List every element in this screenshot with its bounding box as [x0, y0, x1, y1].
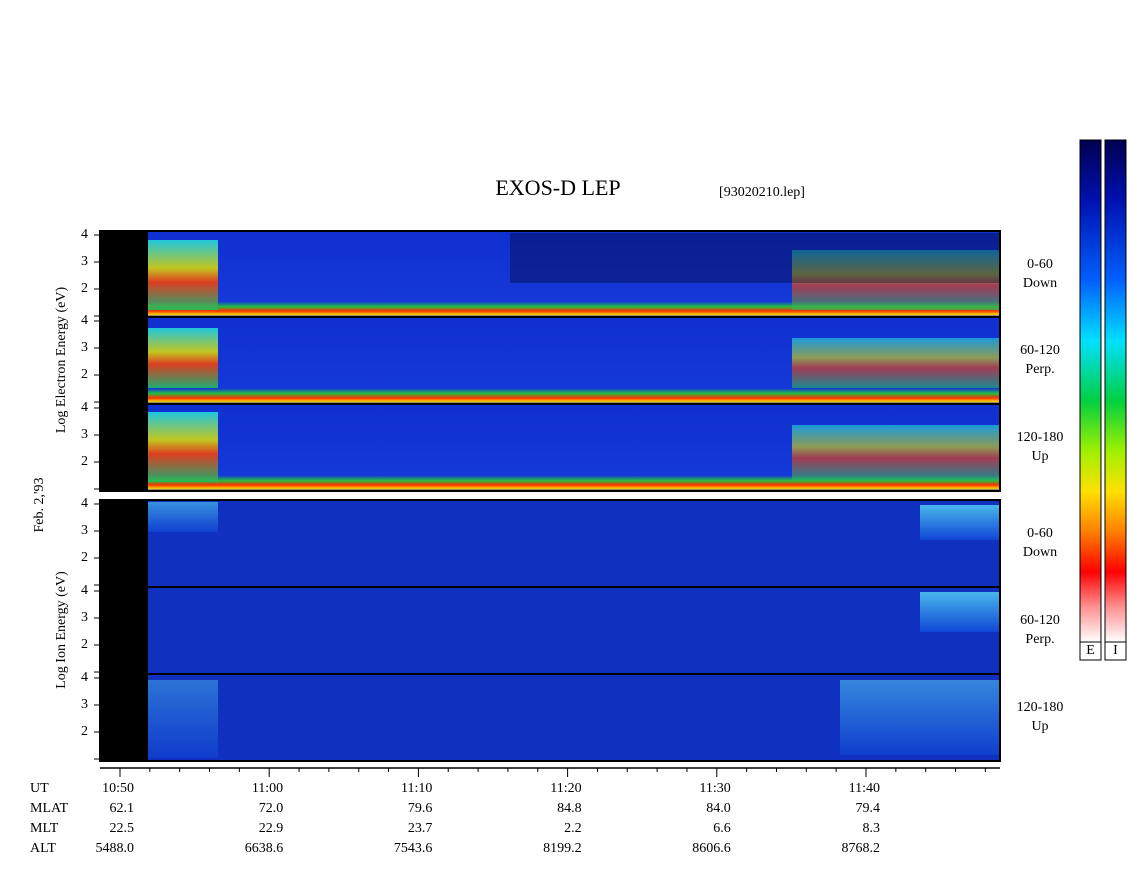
channel-range: 0-60: [1027, 257, 1053, 272]
orbit-row-label: ALT: [30, 841, 56, 856]
energy-tick-label: 4: [81, 400, 88, 415]
date-label: Feb. 2,'93: [32, 477, 47, 532]
energy-tick-label: 3: [81, 254, 88, 269]
orbit-row-label: MLAT: [30, 801, 69, 816]
orbit-row-label: UT: [30, 781, 49, 796]
energy-tick-label: 3: [81, 610, 88, 625]
colorbar-label-box: [1104, 641, 1127, 661]
energy-tick-label: 2: [81, 367, 88, 382]
energy-tick-label: 2: [81, 550, 88, 565]
channel-range: 60-120: [1020, 343, 1060, 358]
orbit-value: 5488.0: [96, 841, 135, 856]
orbit-value: 79.6: [408, 801, 433, 816]
orbit-value: 11:30: [699, 781, 730, 796]
energy-tick-label: 2: [81, 724, 88, 739]
orbit-value: 22.9: [259, 821, 284, 836]
channel-range: 60-120: [1020, 613, 1060, 628]
orbit-row-label: MLT: [30, 821, 59, 836]
channel-direction: Perp.: [1025, 362, 1054, 377]
energy-tick-label: 3: [81, 340, 88, 355]
orbit-value: 23.7: [408, 821, 433, 836]
colorbar-label: I: [1113, 643, 1118, 658]
orbit-value: 79.4: [856, 801, 881, 816]
orbit-value: 62.1: [110, 801, 135, 816]
orbit-value: 8.3: [863, 821, 881, 836]
energy-tick-label: 3: [81, 523, 88, 538]
file-name: [93020210.lep]: [719, 185, 805, 200]
orbit-value: 11:00: [252, 781, 283, 796]
colorbar-label: E: [1086, 643, 1095, 658]
orbit-value: 84.8: [557, 801, 582, 816]
energy-tick-label: 2: [81, 281, 88, 296]
colorbar: [1104, 139, 1127, 643]
orbit-value: 8606.6: [692, 841, 731, 856]
orbit-value: 8199.2: [543, 841, 582, 856]
channel-direction: Down: [1023, 276, 1057, 291]
energy-tick-label: 3: [81, 427, 88, 442]
orbit-value: 6.6: [713, 821, 731, 836]
energy-tick-label: 4: [81, 670, 88, 685]
channel-direction: Perp.: [1025, 632, 1054, 647]
energy-tick-label: 2: [81, 637, 88, 652]
energy-tick-label: 3: [81, 697, 88, 712]
colorbar-label-box: [1079, 641, 1102, 661]
ion-spectrogram: [99, 499, 1001, 762]
energy-tick-label: 4: [81, 583, 88, 598]
energy-tick-label: 4: [81, 227, 88, 242]
energy-tick-label: 4: [81, 496, 88, 511]
channel-range: 0-60: [1027, 526, 1053, 541]
title: EXOS-D LEP: [495, 175, 620, 200]
orbit-value: 7543.6: [394, 841, 433, 856]
orbit-value: 6638.6: [245, 841, 284, 856]
energy-tick-label: 4: [81, 313, 88, 328]
orbit-value: 22.5: [110, 821, 135, 836]
orbit-value: 2.2: [564, 821, 582, 836]
orbit-value: 11:40: [849, 781, 880, 796]
electron-spectrogram: [99, 230, 1001, 492]
orbit-value: 8768.2: [842, 841, 881, 856]
orbit-value: 11:10: [401, 781, 432, 796]
orbit-value: 84.0: [706, 801, 731, 816]
ion-axis-label: Log Ion Energy (eV): [54, 571, 69, 689]
orbit-value: 72.0: [259, 801, 284, 816]
orbit-value: 11:20: [550, 781, 581, 796]
electron-axis-label: Log Electron Energy (eV): [54, 287, 69, 434]
channel-direction: Down: [1023, 545, 1057, 560]
colorbar: [1079, 139, 1102, 643]
channel-range: 120-180: [1017, 430, 1064, 445]
orbit-value: 10:50: [102, 781, 134, 796]
channel-direction: Up: [1031, 719, 1048, 734]
energy-tick-label: 2: [81, 454, 88, 469]
channel-direction: Up: [1031, 449, 1048, 464]
channel-range: 120-180: [1017, 700, 1064, 715]
